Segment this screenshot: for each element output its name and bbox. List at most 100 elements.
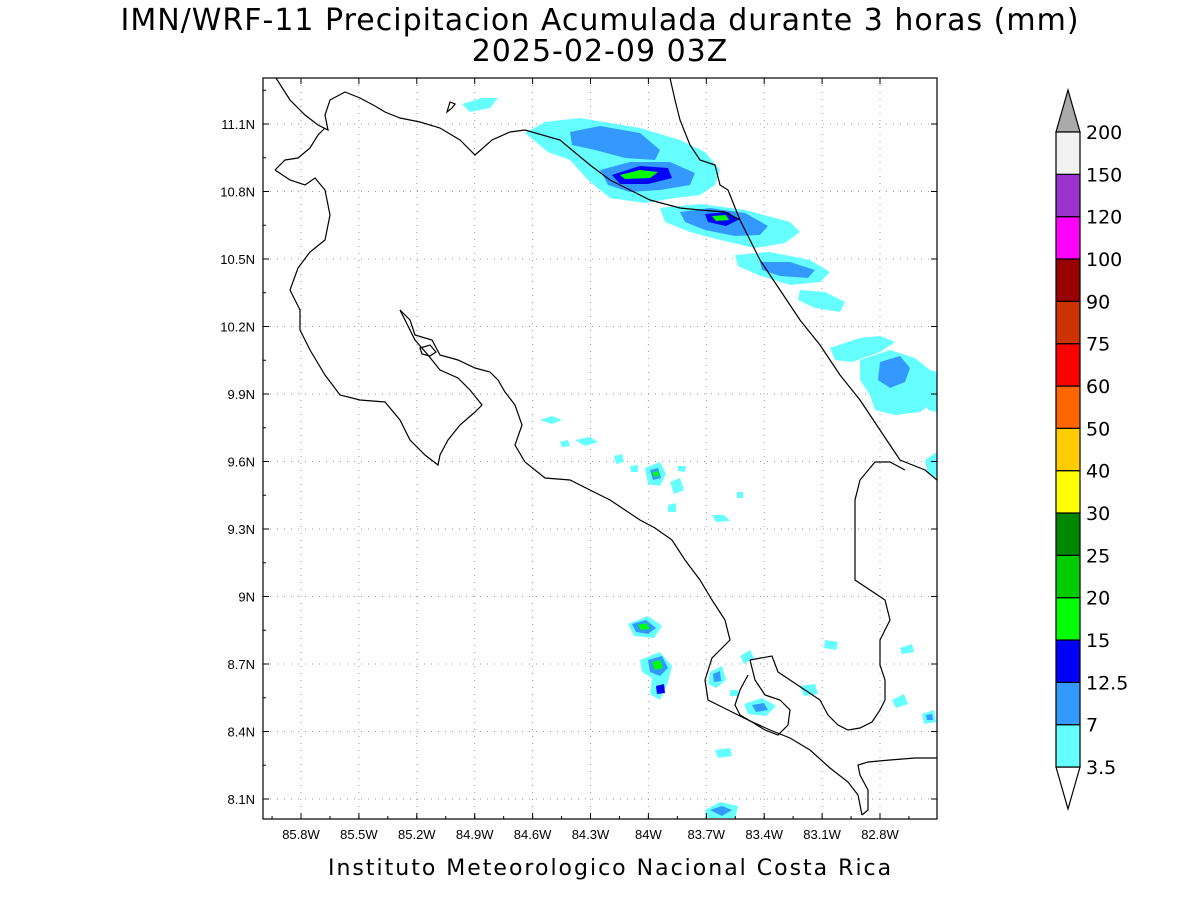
colorbar-swatch: [1055, 131, 1081, 175]
rain-area: [678, 466, 686, 472]
colorbar-label: 200: [1086, 122, 1122, 144]
border-nicaragua-costa-rica: [524, 129, 741, 221]
colorbar-label: 60: [1086, 376, 1110, 398]
lat-tick-label: 9.6N: [228, 455, 255, 470]
rain-area: [798, 290, 845, 312]
colorbar-label: 120: [1086, 207, 1122, 229]
lon-tick-label: 83.4W: [745, 827, 783, 842]
colorbar-swatch: [1055, 597, 1081, 641]
rain-area: [760, 262, 815, 278]
rain-area: [752, 703, 768, 712]
rain-area: [926, 714, 933, 720]
lon-tick-label: 84.3W: [572, 827, 610, 842]
rain-area: [892, 694, 908, 708]
lon-tick-label: 85.2W: [398, 827, 436, 842]
coastlines: [274, 78, 937, 816]
map-frame: [262, 77, 938, 820]
golfo-dulce-coast: [749, 461, 906, 731]
lake-island: [445, 101, 456, 114]
rain-area: [830, 336, 895, 362]
rain-area: [575, 437, 598, 446]
lon-tick-label: 85.8W: [282, 827, 320, 842]
lon-tick-label: 85.5W: [340, 827, 378, 842]
rain-area: [925, 396, 937, 412]
colorbar-label: 30: [1086, 503, 1110, 525]
colorbar: 3.5 7 12.5 15 20 25 30 40 50 60 75 90 100 120 150 200: [1055, 87, 1128, 812]
lat-tick-label: 9.3N: [228, 522, 255, 537]
lon-tick-label: 83.7W: [688, 827, 726, 842]
lon-tick-label: 84.6W: [514, 827, 552, 842]
colorbar-swatch: [1055, 554, 1081, 599]
colorbar-label: 40: [1086, 461, 1110, 483]
lat-tick-label: 10.5N: [220, 252, 255, 267]
lat-tick-label: 9.9N: [228, 387, 255, 402]
colorbar-label: 90: [1086, 291, 1110, 313]
colorbar-label: 50: [1086, 418, 1110, 440]
rain-area: [715, 748, 732, 758]
colorbar-swatch: [1055, 300, 1081, 345]
rain-area: [740, 650, 754, 664]
colorbar-label: 12.5: [1086, 672, 1128, 694]
lon-tick-label: 82.8W: [861, 827, 899, 842]
colorbar-over-triangle: [1055, 87, 1081, 133]
lat-tick-label: 11.1N: [221, 117, 255, 132]
precipitation-fields: [462, 98, 937, 818]
nicoya-peninsula-island: [419, 344, 437, 357]
colorbar-swatch: [1055, 427, 1081, 472]
colorbar-label: 20: [1086, 588, 1110, 610]
colorbar-swatch: [1055, 724, 1081, 768]
lon-tick-label: 84W: [635, 827, 662, 842]
colorbar-swatch: [1055, 512, 1081, 556]
lat-tick-label: 10.8N: [220, 185, 255, 200]
colorbar-swatch: [1055, 173, 1081, 218]
colorbar-label: 75: [1086, 334, 1110, 356]
rain-area: [668, 503, 676, 512]
colorbar-under-triangle: [1055, 766, 1081, 812]
rain-area: [730, 690, 738, 696]
rain-area: [712, 515, 730, 522]
rain-area: [462, 98, 498, 112]
colorbar-swatch: [1055, 470, 1081, 514]
lat-tick-label: 8.4N: [228, 725, 255, 740]
rain-area: [620, 170, 658, 179]
rain-area: [712, 215, 729, 221]
lake-nicaragua-shore: [275, 78, 526, 156]
colorbar-swatch: [1055, 216, 1081, 260]
rain-area: [878, 356, 910, 388]
colorbar-label: 150: [1086, 164, 1122, 186]
pacific-coast: [274, 127, 483, 467]
map-datetime: 2025-02-09 03Z: [471, 34, 729, 69]
rain-area: [614, 454, 624, 464]
colorbar-swatch: [1055, 385, 1081, 429]
rain-area: [653, 471, 659, 477]
rain-area: [710, 806, 732, 816]
colorbar-label: 15: [1086, 630, 1110, 652]
osa-peninsula: [734, 659, 791, 736]
rain-area: [656, 684, 665, 694]
colorbar-label: 7: [1086, 715, 1098, 737]
colorbar-label: 3.5: [1086, 757, 1116, 779]
colorbar-label: 100: [1086, 249, 1122, 271]
rain-area: [670, 478, 684, 494]
lat-tick-label: 8.1N: [228, 792, 255, 807]
panama-coast-south: [857, 757, 937, 816]
latitude-axis: 11.1N 10.8N 10.5N 10.2N 9.9N 9.6N 9.3N 9N 8.7N 8.…: [220, 89, 937, 807]
rain-area: [900, 644, 914, 654]
rain-area: [824, 640, 838, 650]
lon-tick-label: 84.9W: [456, 827, 494, 842]
graticule: [263, 78, 937, 819]
rain-area: [638, 623, 650, 630]
rain-area: [570, 126, 660, 160]
longitude-axis: 85.8W 85.5W 85.2W 84.9W 84.6W 84.3W 84W 83.7W 83…: [271, 78, 910, 842]
colorbar-swatch: [1055, 681, 1081, 726]
lat-tick-label: 10.2N: [220, 320, 255, 335]
rain-area: [652, 660, 663, 670]
credit-text: Instituto Meteorologico Nacional Costa R…: [328, 856, 894, 881]
lon-tick-label: 83.1W: [803, 827, 841, 842]
lat-tick-label: 8.7N: [228, 657, 255, 672]
caribbean-coast: [669, 78, 937, 481]
rain-area: [713, 671, 721, 682]
rain-area: [800, 684, 818, 696]
gulf-of-nicoya-coast: [399, 309, 863, 816]
